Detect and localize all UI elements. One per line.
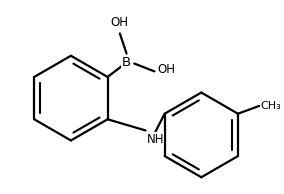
Text: OH: OH [158, 63, 176, 76]
Text: CH₃: CH₃ [260, 101, 281, 111]
Text: NH: NH [147, 133, 164, 146]
Text: B: B [122, 56, 131, 69]
Text: OH: OH [111, 16, 129, 29]
